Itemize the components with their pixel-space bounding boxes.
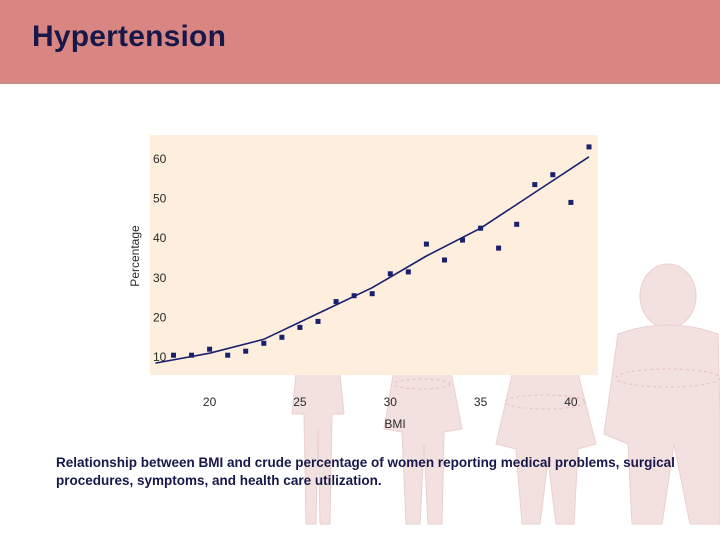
x-tick-label: 25 (293, 395, 307, 409)
data-point (460, 237, 465, 243)
data-point (550, 172, 556, 178)
x-tick-label: 40 (564, 395, 578, 409)
title-bar-divider (0, 82, 720, 84)
title-bar (0, 0, 720, 82)
data-point (243, 348, 249, 354)
chart-caption: Relationship between BMI and crude perce… (56, 455, 675, 488)
data-point (351, 293, 357, 299)
data-point (315, 318, 321, 324)
data-point (478, 225, 484, 231)
data-point (387, 271, 393, 277)
plot-area (150, 135, 598, 375)
data-point (333, 299, 339, 305)
data-point (261, 340, 267, 346)
data-point (586, 144, 592, 150)
slide-title: Hypertension (32, 20, 227, 53)
data-point (369, 291, 375, 297)
data-point (207, 346, 213, 352)
x-tick-label: 30 (384, 395, 398, 409)
y-tick-label: 20 (153, 311, 167, 325)
data-point (423, 241, 429, 247)
x-tick-label: 20 (203, 395, 217, 409)
x-tick-label: 35 (474, 395, 488, 409)
y-tick-label: 40 (153, 231, 167, 245)
data-point (189, 352, 194, 358)
data-point (496, 245, 502, 251)
y-tick-label: 60 (153, 152, 167, 166)
trend-line (155, 156, 590, 364)
data-point (532, 182, 538, 188)
data-point (442, 257, 447, 263)
y-tick-label: 10 (153, 350, 167, 364)
data-point (297, 324, 303, 330)
data-point (225, 352, 231, 358)
data-point (514, 221, 520, 227)
data-point (405, 269, 411, 275)
y-tick-label: 30 (153, 271, 167, 285)
y-tick-label: 50 (153, 192, 167, 206)
x-axis-title: BMI (384, 417, 405, 431)
y-axis-title: Percentage (128, 225, 142, 287)
data-point (279, 334, 285, 340)
data-point (568, 199, 574, 205)
data-point (171, 352, 176, 358)
